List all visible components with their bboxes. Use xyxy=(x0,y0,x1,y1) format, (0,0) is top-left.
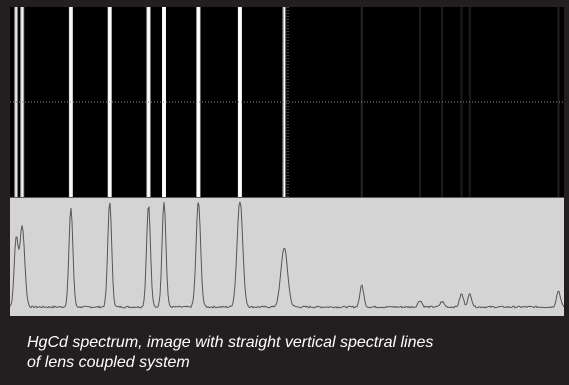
intensity-profile-svg xyxy=(10,201,564,309)
spectral-line-core-9 xyxy=(283,7,285,197)
spectral-line-15 xyxy=(557,7,560,197)
intensity-trace xyxy=(10,201,564,309)
spectral-line-core-7 xyxy=(197,7,200,197)
spectral-lines-svg xyxy=(10,7,564,197)
spectral-line-core-6 xyxy=(163,7,165,197)
intensity-profile xyxy=(10,197,564,316)
spectral-line-core-8 xyxy=(239,7,241,197)
figure-caption: HgCd spectrum, image with straight verti… xyxy=(27,333,547,373)
caption-line-2: of lens coupled system xyxy=(27,354,190,371)
caption-line-1: HgCd spectrum, image with straight verti… xyxy=(27,334,434,351)
spectral-line-11 xyxy=(419,7,421,197)
spectral-line-13 xyxy=(460,7,463,197)
spectral-line-image xyxy=(10,7,564,197)
